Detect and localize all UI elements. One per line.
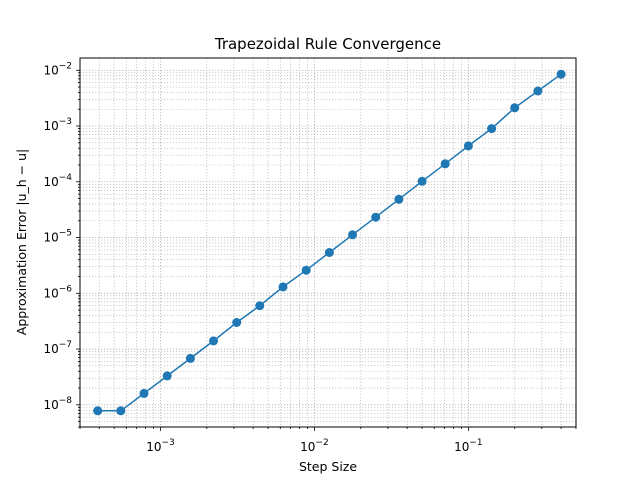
data-series (93, 70, 565, 416)
y-tick-label: 10−3 (43, 117, 72, 133)
y-tick-label: 10−5 (43, 229, 72, 245)
y-tick-label: 10−2 (43, 61, 72, 77)
data-point (348, 230, 357, 239)
data-point (487, 124, 496, 133)
data-point (255, 301, 264, 310)
data-point (325, 248, 334, 257)
data-point (510, 103, 519, 112)
y-tick-label: 10−6 (43, 284, 72, 300)
x-tick-label: 10−1 (454, 438, 483, 454)
data-point (232, 318, 241, 327)
data-point (464, 141, 473, 150)
y-tick-label: 10−7 (43, 340, 72, 356)
data-point (279, 282, 288, 291)
data-point (418, 177, 427, 186)
data-point (140, 389, 149, 398)
chart-title: Trapezoidal Rule Convergence (214, 35, 441, 53)
data-point (209, 336, 218, 345)
data-point (302, 266, 311, 275)
y-tick-label: 10−8 (43, 396, 72, 412)
data-point (394, 195, 403, 204)
data-point (116, 406, 125, 415)
data-point (93, 406, 102, 415)
data-point (557, 70, 566, 79)
data-point (186, 354, 195, 363)
grid-lines (80, 58, 576, 427)
plot-area-frame (80, 58, 576, 427)
data-point (371, 213, 380, 222)
y-tick-label: 10−4 (43, 173, 72, 189)
x-tick-label: 10−2 (300, 438, 329, 454)
data-point (441, 159, 450, 168)
data-point (533, 87, 542, 96)
x-axis-label: Step Size (299, 459, 357, 474)
axis-ticks: 10−3 10−2 10−1 10−8 10−7 10−6 10−5 10−4 10−3 10−2 (43, 61, 576, 454)
data-point (163, 371, 172, 380)
x-tick-label: 10−3 (146, 438, 175, 454)
y-axis-label: Approximation Error |u_h − u| (14, 149, 29, 335)
